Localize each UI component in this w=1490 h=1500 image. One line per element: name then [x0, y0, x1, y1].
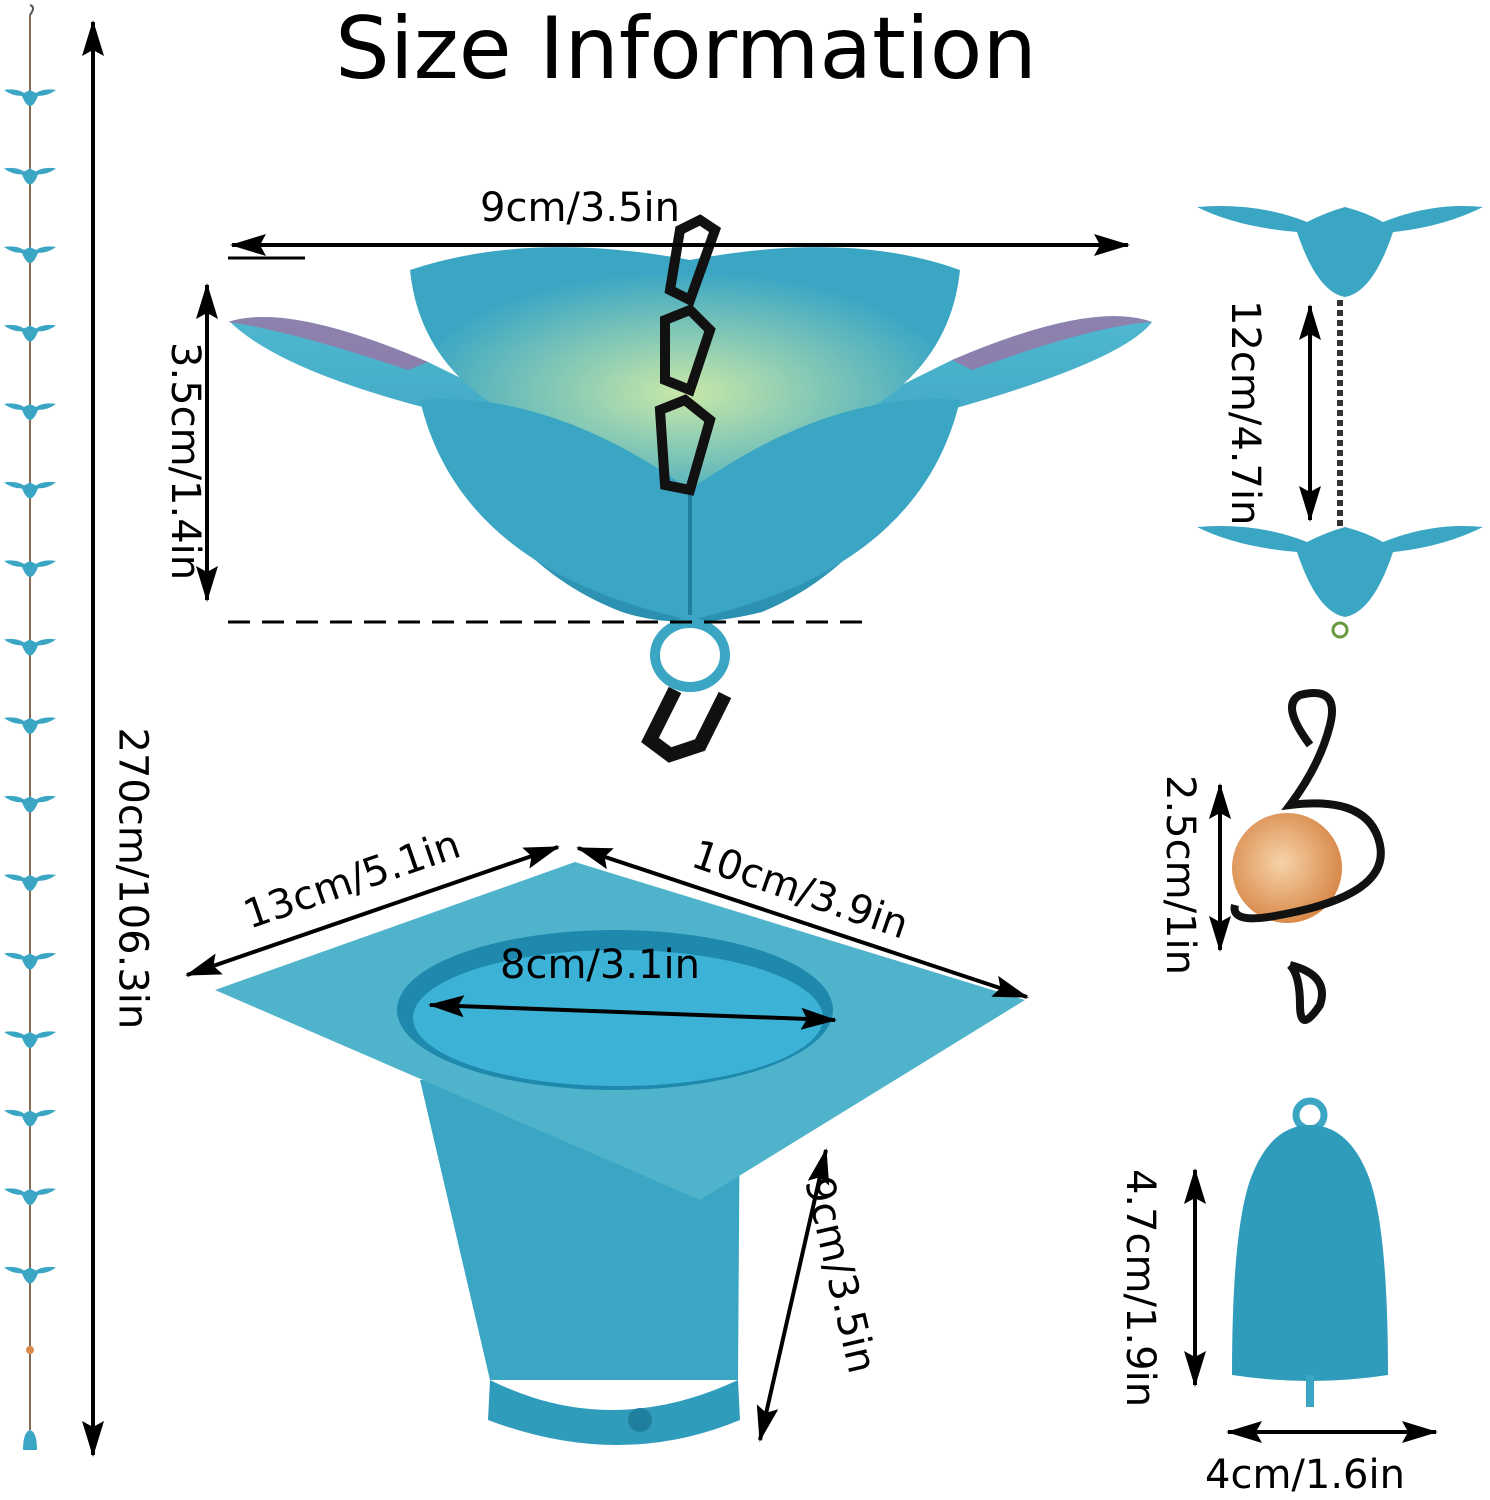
bell-width-label: 4cm/1.6in: [1205, 1452, 1405, 1498]
mini-cup: [4, 1031, 56, 1048]
mini-cup: [4, 1109, 56, 1127]
cup-spacing-label: 12cm/4.7in: [1222, 300, 1268, 526]
marble-diameter-label: 2.5cm/1in: [1157, 775, 1203, 975]
page-title: Size Information: [335, 0, 1037, 99]
mini-cup: [4, 167, 56, 185]
mini-cup: [4, 89, 56, 106]
mini-cup: [4, 717, 56, 734]
cup-width-label: 9cm/3.5in: [480, 185, 680, 231]
mini-cup: [4, 1188, 56, 1205]
cup-spacing-image: [1197, 206, 1483, 639]
gutter-opening-label: 8cm/3.1in: [500, 942, 700, 988]
mini-cup: [4, 403, 56, 420]
total-length-label: 270cm/106.3in: [109, 727, 156, 1030]
flower-cup-image: [228, 214, 1152, 763]
gutter-side-b-arrow: [576, 846, 1029, 999]
cup-height-label: 3.5cm/1.4in: [162, 342, 208, 581]
gutter-depth-arrow: [756, 1148, 830, 1442]
gutter-opening-arrow: [428, 995, 837, 1030]
mini-cup: [4, 952, 56, 970]
mini-cup: [4, 1266, 56, 1284]
mini-cup: [4, 795, 56, 813]
mini-cup: [4, 246, 56, 263]
bell-height-label: 4.7cm/1.9in: [1117, 1168, 1163, 1408]
mini-cup: [4, 638, 56, 656]
mini-cup: [4, 324, 56, 342]
mini-cup: [4, 874, 56, 891]
gutter-side-a-arrow: [185, 845, 560, 977]
marble-image: [1230, 689, 1385, 1024]
full-chain-thumbnail: [4, 4, 56, 1450]
mini-cup: [4, 481, 56, 499]
bell-image: [1232, 1097, 1388, 1407]
mini-cup: [4, 560, 56, 577]
